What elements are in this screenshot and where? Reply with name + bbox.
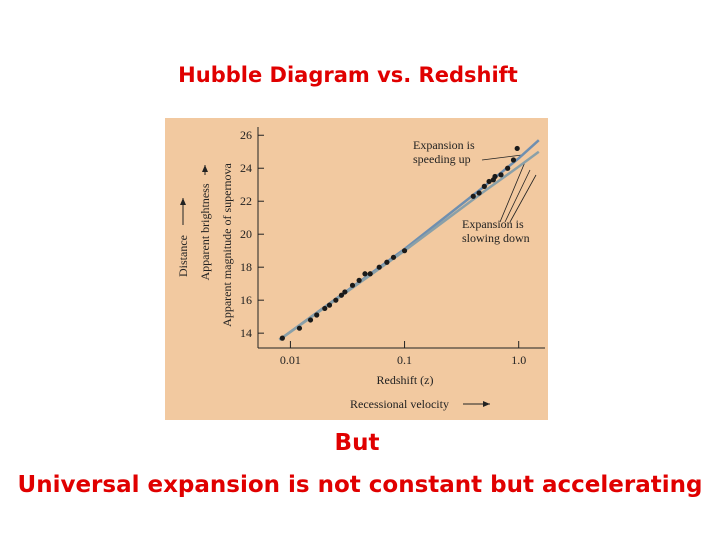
data-point xyxy=(384,259,390,265)
data-point xyxy=(307,317,314,323)
chart: 14 16 18 20 22 24 26 0.01 0.1 1.0 Redshift (z) Rece… xyxy=(176,127,545,411)
data-point xyxy=(356,277,362,283)
y-tick-label: 16 xyxy=(240,293,252,307)
data-point xyxy=(314,312,320,318)
data-point xyxy=(470,193,476,199)
data-point xyxy=(390,254,397,260)
annotation: slowing down xyxy=(462,231,530,245)
x-tick-label: 0.01 xyxy=(280,353,301,367)
x-tick-label: 0.1 xyxy=(397,353,412,367)
annotation-arrow xyxy=(509,174,537,223)
y-axis-label: Distance xyxy=(176,235,190,277)
data-point xyxy=(376,264,382,270)
y-tick-label: 24 xyxy=(240,161,252,175)
data-point xyxy=(476,190,482,196)
annotation: Expansion is xyxy=(413,138,475,152)
data-point xyxy=(349,282,356,288)
x-tick-label: 1.0 xyxy=(511,353,526,367)
data-point xyxy=(492,173,498,180)
y-axis-label: Apparent magnitude of supernova xyxy=(220,163,234,327)
y-tick-label: 22 xyxy=(240,194,252,208)
annotation-arrow xyxy=(499,161,526,223)
data-point xyxy=(333,297,339,303)
data-point xyxy=(362,271,368,277)
data-point xyxy=(279,335,285,341)
data-point xyxy=(326,302,333,308)
data-point xyxy=(505,165,511,171)
caption-line: Universal expansion is not constant but … xyxy=(18,472,703,498)
data-point xyxy=(367,271,373,277)
annotation: speeding up xyxy=(413,152,471,166)
y-tick-label: 18 xyxy=(240,260,252,274)
y-tick-label: 20 xyxy=(240,227,252,241)
chart-background xyxy=(165,118,548,420)
data-point xyxy=(322,305,328,312)
data-point xyxy=(486,178,492,185)
data-point xyxy=(510,157,517,163)
x-axis-label: Recessional velocity xyxy=(350,397,449,411)
y-tick-label: 14 xyxy=(240,326,252,340)
annotation-arrow xyxy=(481,154,523,161)
annotation: Expansion is xyxy=(462,217,524,231)
data-point xyxy=(498,172,504,178)
data-point xyxy=(296,325,303,331)
y-tick-label: 26 xyxy=(240,128,252,142)
fit-line xyxy=(278,150,540,341)
data-point xyxy=(514,145,520,152)
annotation-arrow xyxy=(504,169,531,223)
x-axis-label: Redshift (z) xyxy=(377,373,434,387)
slide-title: Hubble Diagram vs. Redshift xyxy=(178,63,518,87)
data-point xyxy=(342,289,348,295)
y-axis-label: Apparent brightness xyxy=(198,183,212,280)
data-point xyxy=(481,183,487,189)
data-point xyxy=(338,292,345,298)
caption-line: But xyxy=(335,430,380,456)
data-point xyxy=(401,248,408,254)
